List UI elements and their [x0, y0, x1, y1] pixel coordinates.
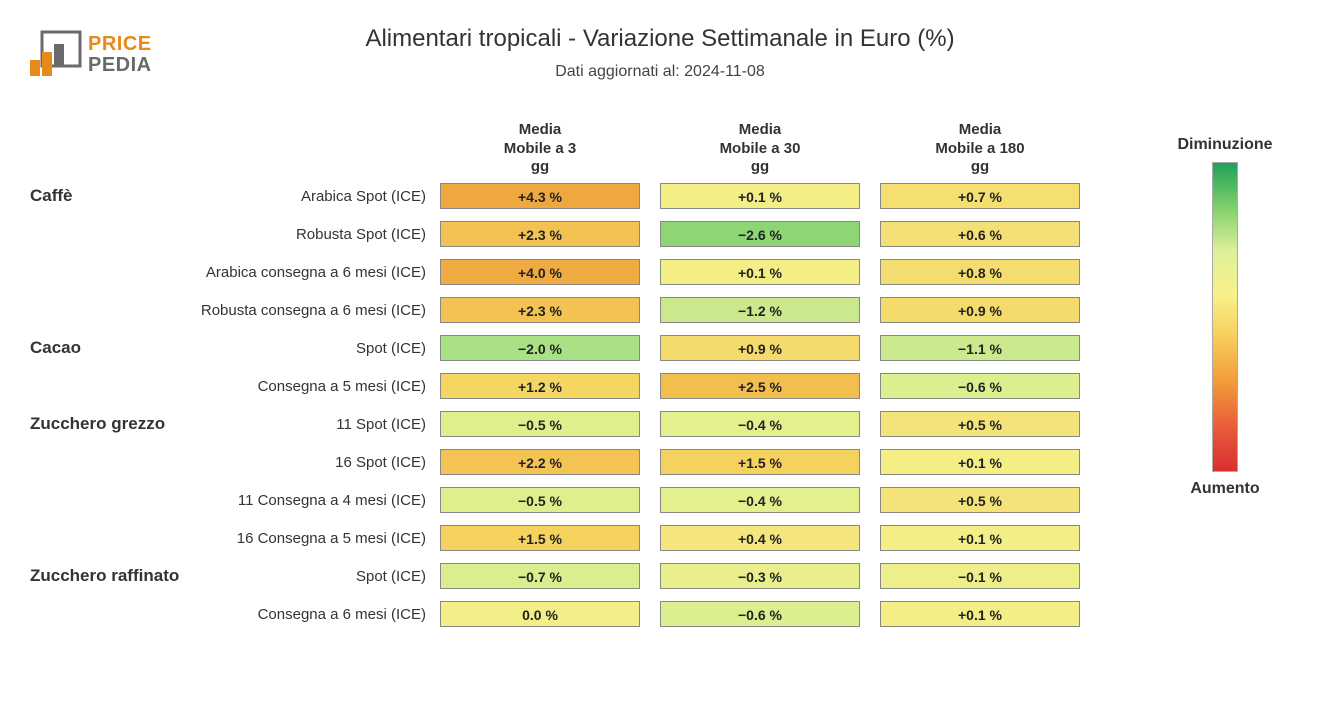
row-label: Consegna a 6 mesi (ICE) — [190, 606, 440, 623]
heatmap-cell: +1.5 % — [440, 525, 640, 551]
table-row: Zucchero grezzo11 Spot (ICE)−0.5 % −0.4 %… — [30, 405, 1130, 443]
heatmap-cell: +1.2 % — [440, 373, 640, 399]
col-header-0: Media Mobile a 3 gg — [440, 121, 640, 177]
heatmap-cell: −0.5 % — [440, 411, 640, 437]
heatmap-cell: −0.6 % — [880, 373, 1080, 399]
row-label: Arabica Spot (ICE) — [190, 188, 440, 205]
heatmap-cell: +0.7 % — [880, 183, 1080, 209]
heatmap-cell: −0.4 % — [660, 411, 860, 437]
heatmap-cell: +2.5 % — [660, 373, 860, 399]
row-label: Robusta Spot (ICE) — [190, 226, 440, 243]
heatmap-cell: −2.0 % — [440, 335, 640, 361]
heatmap-cell: +0.1 % — [660, 259, 860, 285]
heatmap-cell: +0.1 % — [660, 183, 860, 209]
page-title: Alimentari tropicali - Variazione Settim… — [0, 25, 1320, 53]
table-row: 11 Consegna a 4 mesi (ICE)−0.5 % −0.4 % +0… — [30, 481, 1130, 519]
heatmap-cell: +0.9 % — [660, 335, 860, 361]
table-row: Arabica consegna a 6 mesi (ICE)+4.0 % +0.… — [30, 253, 1130, 291]
heatmap-cell: +0.1 % — [880, 601, 1080, 627]
heatmap-cell: −2.6 % — [660, 221, 860, 247]
heatmap-cell: +1.5 % — [660, 449, 860, 475]
heatmap-cell: +2.3 % — [440, 297, 640, 323]
heatmap-cell: +4.0 % — [440, 259, 640, 285]
heatmap-cell: −0.1 % — [880, 563, 1080, 589]
category-label: Zucchero grezzo — [30, 414, 190, 434]
row-label: Spot (ICE) — [190, 568, 440, 585]
row-label: 16 Spot (ICE) — [190, 454, 440, 471]
table-row: Zucchero raffinatoSpot (ICE)−0.7 % −0.3 %… — [30, 557, 1130, 595]
row-label: Arabica consegna a 6 mesi (ICE) — [190, 264, 440, 281]
heatmap-cell: −0.4 % — [660, 487, 860, 513]
table-row: Robusta Spot (ICE)+2.3 % −2.6 % +0.6 % — [30, 215, 1130, 253]
color-legend: Diminuzione Aumento — [1160, 130, 1290, 504]
column-headers: Media Mobile a 3 gg Media Mobile a 30 gg… — [30, 115, 1130, 177]
row-label: 16 Consegna a 5 mesi (ICE) — [190, 530, 440, 547]
heatmap-cell: +0.5 % — [880, 487, 1080, 513]
page-subtitle: Dati aggiornati al: 2024-11-08 — [0, 63, 1320, 81]
col-header-2: Media Mobile a 180 gg — [880, 121, 1080, 177]
heatmap-table: Media Mobile a 3 gg Media Mobile a 30 gg… — [30, 115, 1130, 633]
heatmap-cell: +0.1 % — [880, 449, 1080, 475]
heatmap-cell: +2.2 % — [440, 449, 640, 475]
row-label: Consegna a 5 mesi (ICE) — [190, 378, 440, 395]
row-label: 11 Spot (ICE) — [190, 416, 440, 433]
heatmap-cell: −1.2 % — [660, 297, 860, 323]
heatmap-cell: −0.3 % — [660, 563, 860, 589]
table-row: CaffèArabica Spot (ICE)+4.3 % +0.1 % +0.7 … — [30, 177, 1130, 215]
category-label: Zucchero raffinato — [30, 566, 190, 586]
heatmap-cell: 0.0 % — [440, 601, 640, 627]
heatmap-cell: +0.1 % — [880, 525, 1080, 551]
table-row: 16 Consegna a 5 mesi (ICE)+1.5 % +0.4 % +0… — [30, 519, 1130, 557]
heatmap-cell: −1.1 % — [880, 335, 1080, 361]
heatmap-cell: +0.6 % — [880, 221, 1080, 247]
heatmap-cell: +2.3 % — [440, 221, 640, 247]
heatmap-cell: +0.9 % — [880, 297, 1080, 323]
heatmap-cell: +0.4 % — [660, 525, 860, 551]
category-label: Cacao — [30, 338, 190, 358]
heatmap-cell: −0.5 % — [440, 487, 640, 513]
heatmap-cell: −0.7 % — [440, 563, 640, 589]
table-row: CacaoSpot (ICE)−2.0 % +0.9 % −1.1 % — [30, 329, 1130, 367]
table-row: 16 Spot (ICE)+2.2 % +1.5 % +0.1 % — [30, 443, 1130, 481]
row-label: Robusta consegna a 6 mesi (ICE) — [190, 302, 440, 319]
legend-gradient-bar — [1212, 162, 1238, 472]
col-header-1: Media Mobile a 30 gg — [660, 121, 860, 177]
heatmap-cell: +0.8 % — [880, 259, 1080, 285]
heatmap-cell: +4.3 % — [440, 183, 640, 209]
category-label: Caffè — [30, 186, 190, 206]
table-row: Consegna a 5 mesi (ICE)+1.2 % +2.5 % −0.6 … — [30, 367, 1130, 405]
heatmap-cell: +0.5 % — [880, 411, 1080, 437]
table-row: Consegna a 6 mesi (ICE)0.0 % −0.6 % +0.1 % — [30, 595, 1130, 633]
row-label: Spot (ICE) — [190, 340, 440, 357]
heatmap-cell: −0.6 % — [660, 601, 860, 627]
row-label: 11 Consegna a 4 mesi (ICE) — [190, 492, 440, 509]
legend-top-label: Diminuzione — [1160, 136, 1290, 154]
legend-bottom-label: Aumento — [1160, 480, 1290, 498]
title-block: Alimentari tropicali - Variazione Settim… — [0, 25, 1320, 81]
table-row: Robusta consegna a 6 mesi (ICE)+2.3 % −1.… — [30, 291, 1130, 329]
